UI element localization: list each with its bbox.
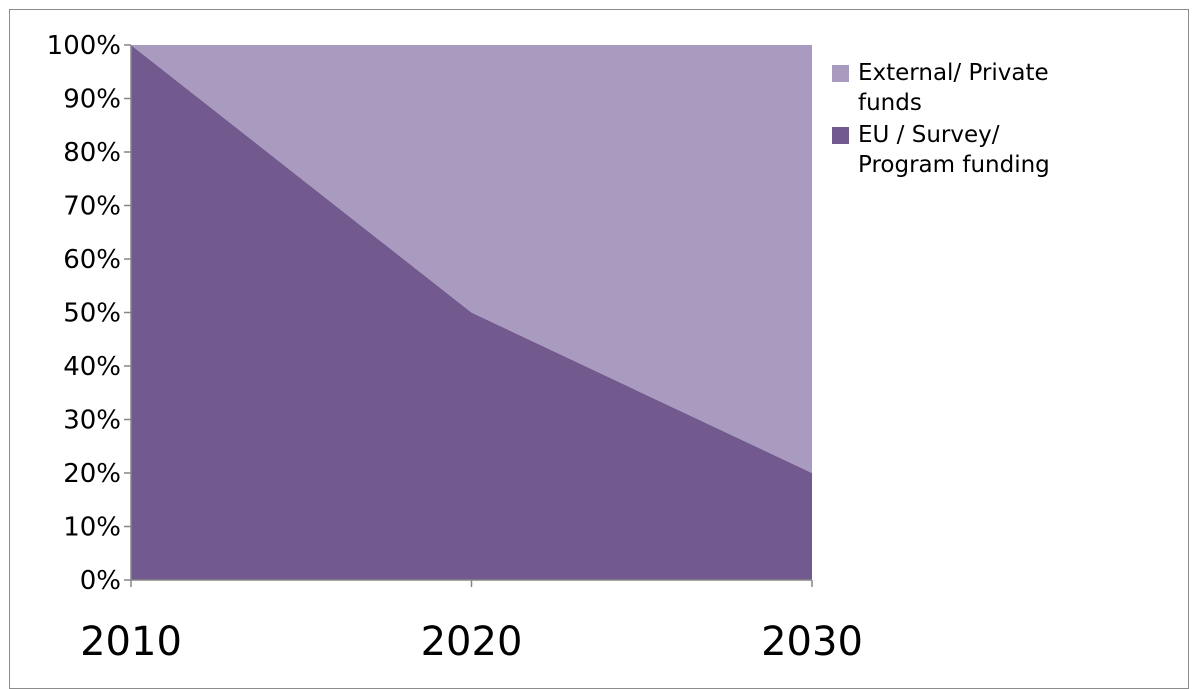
y-tick-label: 60% bbox=[63, 245, 121, 275]
y-tick-label: 0% bbox=[80, 566, 121, 596]
y-tick-label: 40% bbox=[63, 352, 121, 382]
y-axis: 0% 10% 20% 30% 40% 50% 60% 70% 80% 90% 100% bbox=[47, 31, 132, 596]
y-tick-label: 90% bbox=[63, 85, 121, 115]
y-tick-label: 80% bbox=[63, 138, 121, 168]
legend-label-eu: EU / Survey/ Program funding bbox=[858, 122, 1050, 178]
y-tick-label: 50% bbox=[63, 299, 121, 329]
x-tick-label: 2030 bbox=[761, 619, 863, 665]
legend-item-external-private-funds: External/ Private funds bbox=[828, 58, 1088, 118]
y-tick-label: 10% bbox=[63, 513, 121, 543]
x-tick-label: 2020 bbox=[421, 619, 523, 665]
x-axis: 2010 2020 2030 bbox=[80, 579, 863, 665]
area-chart: 0%10%20%30%40%50%60%70%80%90%100% 2010 20… bbox=[47, 31, 863, 665]
y-tick-label: 70% bbox=[63, 192, 121, 222]
legend-label-external: External/ Private funds bbox=[858, 60, 1049, 116]
legend: External/ Private funds EU / Survey/ Pro… bbox=[828, 58, 1088, 182]
legend-swatch-eu bbox=[832, 127, 849, 144]
legend-swatch-external bbox=[832, 65, 849, 82]
y-tick-label: 100% bbox=[47, 31, 121, 61]
legend-item-eu-program-funding: EU / Survey/ Program funding bbox=[828, 120, 1088, 180]
y-tick-label: 30% bbox=[63, 406, 121, 436]
area-series-external-private-funds bbox=[131, 45, 812, 473]
y-tick-label: 20% bbox=[63, 459, 121, 489]
plot-area bbox=[131, 45, 812, 580]
x-tick-label: 2010 bbox=[80, 619, 182, 665]
